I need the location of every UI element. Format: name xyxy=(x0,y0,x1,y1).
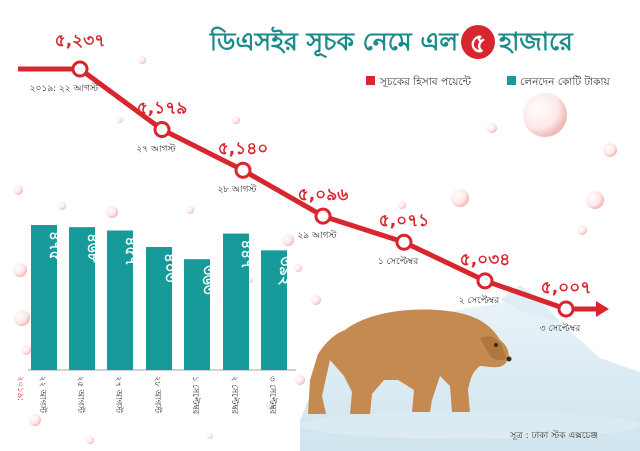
turnover-value-label: ৪৪৭ xyxy=(238,240,256,269)
turnover-bar xyxy=(261,250,287,370)
background-bubbles xyxy=(13,56,617,444)
turnover-category-label: ২৮ আগস্ট xyxy=(152,376,164,414)
index-date-label: ২৮ আগস্ট xyxy=(217,183,257,195)
legend-label-index: সূচকের হিসাব পয়েন্টে xyxy=(379,75,472,88)
index-point xyxy=(395,233,413,251)
index-value-label: ৫,০৭১ xyxy=(379,211,430,231)
turnover-value-label: ৪০৩ xyxy=(161,253,179,282)
turnover-bar xyxy=(146,246,172,370)
index-date-label: ২৯ আগস্ট xyxy=(297,229,337,241)
legend-swatch-index xyxy=(366,76,375,85)
turnover-category-label: ২২ আগস্ট xyxy=(37,376,49,414)
bear-illustration xyxy=(300,285,640,451)
index-date-label: ২০১৯: ২২ আগস্ট xyxy=(30,82,99,94)
turnover-bar xyxy=(107,230,133,370)
index-date-label: ৩ সেপ্টেম্বর xyxy=(540,323,581,334)
turnover-category-label: ২ সেপ্টেম্বর xyxy=(229,376,240,415)
index-date-label: ২৭ আগস্ট xyxy=(136,143,176,155)
index-point xyxy=(234,161,252,179)
index-value-label: ৫,০৯৬ xyxy=(298,185,349,205)
turnover-value-label: ৪৫৭ xyxy=(122,236,140,265)
turnover-value-label: ৩৯২ xyxy=(276,256,294,285)
legend: সূচকের হিসাব পয়েন্টে লেনদেন কোটি টাকায় xyxy=(366,75,611,88)
index-point xyxy=(314,207,332,225)
index-value-label: ৫,০০৭ xyxy=(541,278,592,298)
legend-swatch-turnover xyxy=(507,76,516,85)
turnover-category-label: ২৫ আগস্ট xyxy=(75,376,87,414)
index-value-label: ৫,১৭৯ xyxy=(137,99,188,119)
source-note: সূত্র : ঢাকা স্টক এক্সচেঞ্জ xyxy=(509,429,598,441)
index-point xyxy=(71,60,89,78)
index-point xyxy=(557,300,575,318)
index-value-label: ৫,০৩৪ xyxy=(460,250,511,270)
turnover-category-label: ৩ সেপ্টেম্বর xyxy=(267,376,278,415)
title-text: ডিএসইর সূচক নেমে এল xyxy=(209,26,459,58)
index-value-label: ৫,১৪০ xyxy=(218,139,269,159)
turnover-bar xyxy=(69,227,95,370)
turnover-bar xyxy=(31,225,57,370)
index-date-label: ২ সেপ্টেম্বর xyxy=(459,295,500,306)
turnover-value-label: ৪৭৫ xyxy=(46,231,64,260)
title-badge xyxy=(461,25,495,59)
legend-label-turnover: লেনদেন কোটি টাকায় xyxy=(520,75,611,88)
turnover-value-label: ৩৬৩ xyxy=(199,265,217,295)
title-text-end: হাজারে xyxy=(498,27,574,56)
index-line-arrowhead xyxy=(596,301,609,317)
turnover-bar-chart: ৪৭৫ ২২ আগস্ট ৪৬৮ ২৫ আগস্ট ৪৫৭ ২৭ আগস্ট ৪০৩ ২৮ আ… xyxy=(15,225,296,415)
turnover-bar xyxy=(184,259,210,370)
title-badge-number: ৫ xyxy=(470,29,487,59)
index-date-label: ১ সেপ্টেম্বর xyxy=(378,256,419,267)
index-point xyxy=(153,121,171,139)
turnover-bar xyxy=(223,233,249,370)
index-point xyxy=(476,272,494,290)
chart-title: ডিএসইর সূচক নেমে এল ৫ হাজারে xyxy=(209,25,574,59)
turnover-value-label: ৪৬৮ xyxy=(84,233,102,262)
turnover-category-label: ২৭ আগস্ট xyxy=(113,376,125,414)
index-line-chart: ৫,২৩৭ ২০১৯: ২২ আগস্ট ৫,১৭৯ ২৭ আগস্ট ৫,১৪০ ২৮ … xyxy=(18,31,609,334)
index-value-label: ৫,২৩৭ xyxy=(55,31,106,51)
turnover-category-label: ১ সেপ্টেম্বর xyxy=(190,376,201,415)
bar-year-label: ২০১৯: xyxy=(15,376,25,401)
